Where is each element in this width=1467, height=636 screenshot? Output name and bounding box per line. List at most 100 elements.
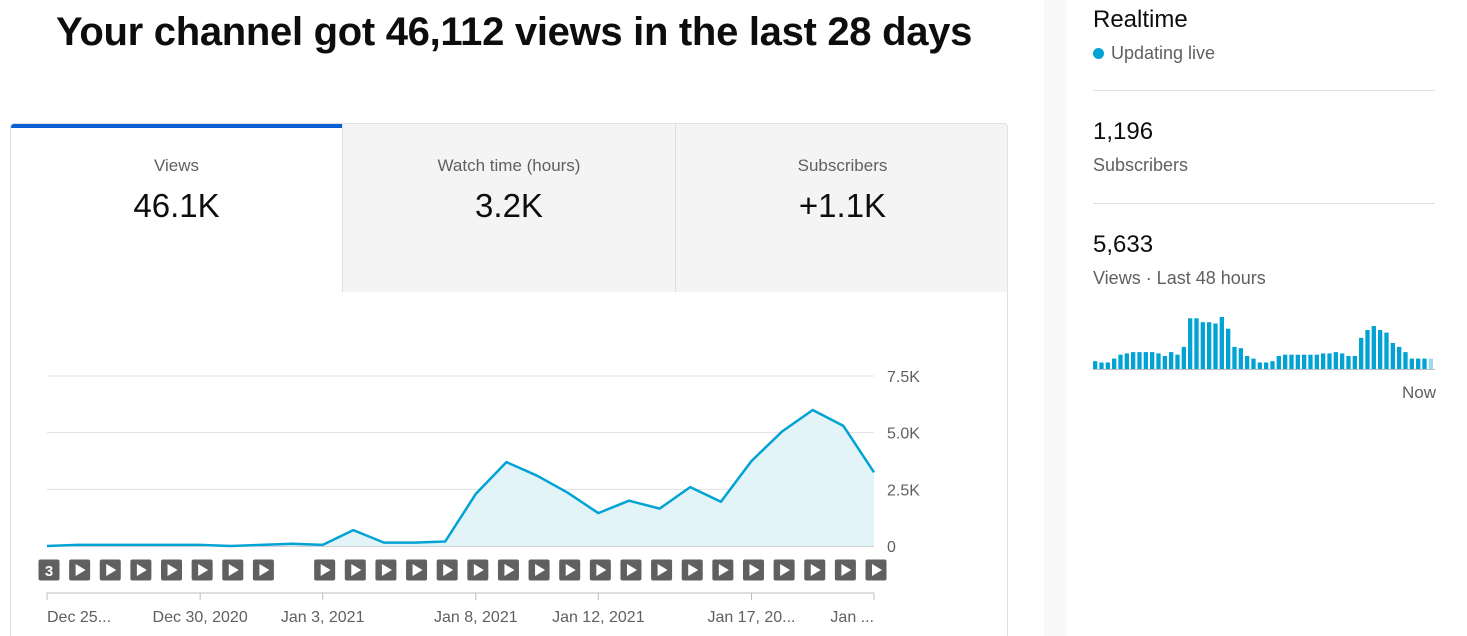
- realtime-bar[interactable]: [1365, 330, 1370, 369]
- realtime-bar[interactable]: [1124, 353, 1129, 369]
- video-marker-play-icon[interactable]: [252, 559, 274, 581]
- realtime-bar[interactable]: [1226, 328, 1231, 369]
- realtime-bar[interactable]: [1213, 323, 1218, 370]
- realtime-bar[interactable]: [1346, 356, 1351, 369]
- data-point[interactable]: [137, 543, 141, 547]
- data-point[interactable]: [259, 543, 263, 547]
- data-point[interactable]: [351, 528, 355, 532]
- data-point[interactable]: [719, 500, 723, 504]
- realtime-bar[interactable]: [1112, 358, 1117, 369]
- data-point[interactable]: [811, 408, 815, 412]
- realtime-bar[interactable]: [1409, 358, 1414, 369]
- realtime-bar[interactable]: [1295, 354, 1300, 369]
- video-marker-play-icon[interactable]: [161, 559, 183, 581]
- realtime-bar[interactable]: [1162, 356, 1167, 369]
- video-marker-play-icon[interactable]: [99, 559, 121, 581]
- data-point[interactable]: [566, 491, 570, 495]
- realtime-bar[interactable]: [1169, 352, 1174, 369]
- video-marker-play-icon[interactable]: [589, 559, 611, 581]
- video-marker-play-icon[interactable]: [620, 559, 642, 581]
- data-point[interactable]: [229, 544, 233, 548]
- realtime-bar[interactable]: [1232, 346, 1237, 369]
- video-marker-play-icon[interactable]: [651, 559, 673, 581]
- video-marker-play-icon[interactable]: [375, 559, 397, 581]
- realtime-bar[interactable]: [1207, 322, 1212, 369]
- data-point[interactable]: [474, 492, 478, 496]
- video-marker-play-icon[interactable]: [865, 559, 887, 581]
- realtime-bar[interactable]: [1314, 354, 1319, 369]
- realtime-bar[interactable]: [1397, 346, 1402, 369]
- data-point[interactable]: [688, 485, 692, 489]
- video-marker-play-icon[interactable]: [467, 559, 489, 581]
- data-point[interactable]: [198, 543, 202, 547]
- video-marker-play-icon[interactable]: [130, 559, 152, 581]
- video-marker-play-icon[interactable]: [406, 559, 428, 581]
- realtime-bar[interactable]: [1416, 358, 1421, 369]
- realtime-bar[interactable]: [1150, 352, 1155, 369]
- realtime-bar[interactable]: [1422, 358, 1427, 369]
- realtime-bar[interactable]: [1156, 353, 1161, 369]
- realtime-bar[interactable]: [1137, 352, 1142, 369]
- realtime-bar[interactable]: [1099, 362, 1104, 370]
- tab-views[interactable]: Views 46.1K: [11, 124, 342, 292]
- realtime-bar[interactable]: [1390, 343, 1395, 369]
- realtime-bar[interactable]: [1175, 354, 1180, 369]
- realtime-bar[interactable]: [1131, 352, 1136, 369]
- data-point[interactable]: [45, 544, 49, 548]
- realtime-bar[interactable]: [1321, 353, 1326, 369]
- data-point[interactable]: [749, 459, 753, 463]
- realtime-bar[interactable]: [1200, 322, 1205, 369]
- video-marker-count[interactable]: 3: [38, 559, 60, 581]
- realtime-bar[interactable]: [1245, 356, 1250, 369]
- data-point[interactable]: [872, 470, 876, 474]
- video-marker-play-icon[interactable]: [497, 559, 519, 581]
- video-marker-play-icon[interactable]: [528, 559, 550, 581]
- video-marker-play-icon[interactable]: [314, 559, 336, 581]
- video-marker-play-icon[interactable]: [69, 559, 91, 581]
- data-point[interactable]: [76, 543, 80, 547]
- realtime-bar[interactable]: [1194, 318, 1199, 369]
- realtime-bar[interactable]: [1188, 318, 1193, 369]
- data-point[interactable]: [382, 541, 386, 545]
- realtime-bar[interactable]: [1378, 330, 1383, 369]
- data-point[interactable]: [780, 430, 784, 434]
- video-marker-play-icon[interactable]: [681, 559, 703, 581]
- data-point[interactable]: [504, 460, 508, 464]
- realtime-bar[interactable]: [1428, 358, 1433, 369]
- realtime-bar[interactable]: [1359, 337, 1364, 369]
- video-marker-play-icon[interactable]: [436, 559, 458, 581]
- video-marker-play-icon[interactable]: [742, 559, 764, 581]
- realtime-bar[interactable]: [1118, 354, 1123, 369]
- data-point[interactable]: [535, 474, 539, 478]
- realtime-bar[interactable]: [1302, 354, 1307, 369]
- data-point[interactable]: [168, 543, 172, 547]
- realtime-bar[interactable]: [1371, 326, 1376, 369]
- data-point[interactable]: [106, 543, 110, 547]
- video-marker-play-icon[interactable]: [559, 559, 581, 581]
- realtime-bar[interactable]: [1384, 332, 1389, 369]
- realtime-bar[interactable]: [1283, 354, 1288, 369]
- data-point[interactable]: [658, 507, 662, 511]
- video-marker-play-icon[interactable]: [773, 559, 795, 581]
- video-marker-play-icon[interactable]: [834, 559, 856, 581]
- data-point[interactable]: [596, 511, 600, 515]
- video-marker-play-icon[interactable]: [222, 559, 244, 581]
- video-marker-play-icon[interactable]: [712, 559, 734, 581]
- realtime-bar[interactable]: [1105, 362, 1110, 370]
- video-marker-play-icon[interactable]: [804, 559, 826, 581]
- data-point[interactable]: [627, 499, 631, 503]
- tab-watch-time[interactable]: Watch time (hours) 3.2K: [342, 124, 675, 292]
- realtime-bar[interactable]: [1308, 354, 1313, 369]
- tab-subscribers[interactable]: Subscribers +1.1K: [675, 124, 1007, 292]
- data-point[interactable]: [290, 542, 294, 546]
- realtime-bar[interactable]: [1270, 361, 1275, 369]
- realtime-bar[interactable]: [1276, 356, 1281, 369]
- video-marker-play-icon[interactable]: [191, 559, 213, 581]
- realtime-bar[interactable]: [1238, 348, 1243, 369]
- data-point[interactable]: [413, 541, 417, 545]
- realtime-bar[interactable]: [1251, 358, 1256, 369]
- realtime-bar[interactable]: [1093, 361, 1098, 369]
- realtime-bar[interactable]: [1219, 317, 1224, 369]
- video-marker-play-icon[interactable]: [344, 559, 366, 581]
- data-point[interactable]: [443, 539, 447, 543]
